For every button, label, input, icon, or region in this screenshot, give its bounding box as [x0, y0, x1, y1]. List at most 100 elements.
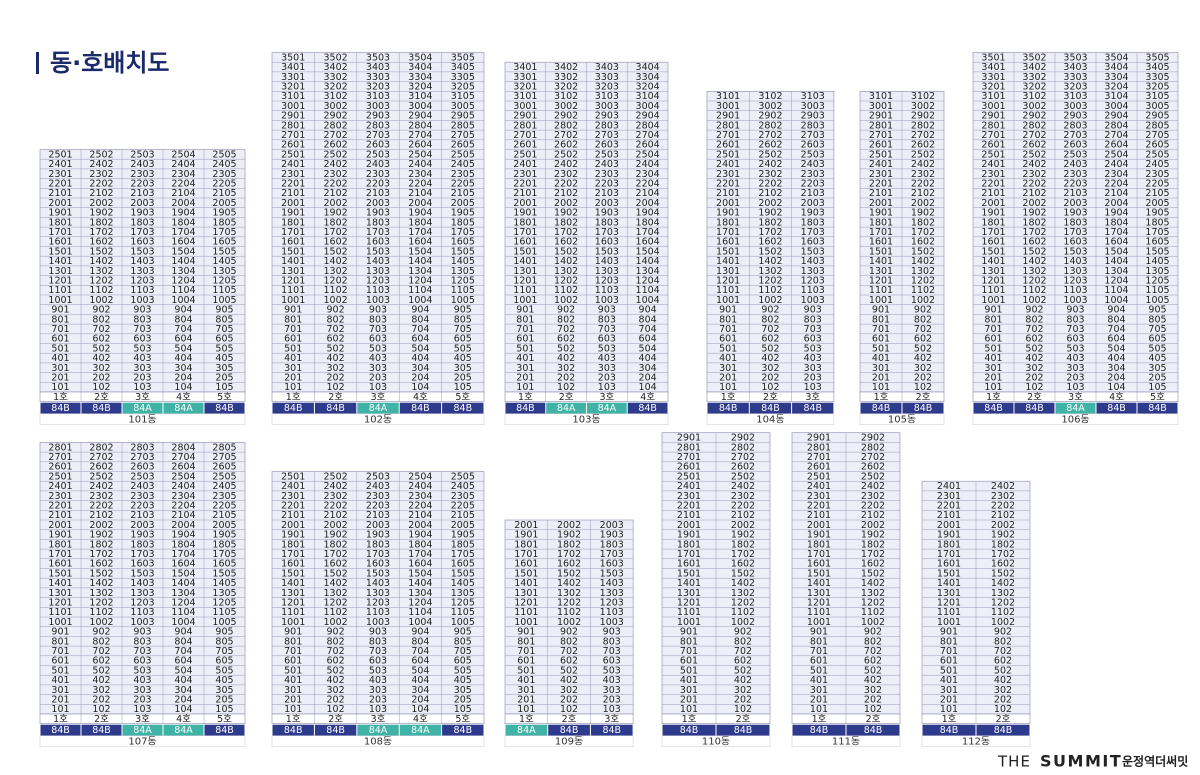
unit-number: 3102	[554, 91, 578, 102]
unit-number: 1805	[451, 217, 475, 228]
unit-number: 1303	[801, 266, 825, 277]
type-label: 84A	[557, 403, 576, 414]
unit-number: 2102	[991, 510, 1015, 521]
unit-number: 1704	[408, 549, 432, 560]
unit-number: 602	[864, 656, 882, 667]
unit-number: 3102	[324, 91, 348, 102]
unit-number: 2205	[1145, 178, 1169, 189]
unit-number: 2302	[89, 169, 113, 180]
unit-number: 2901	[281, 111, 305, 122]
unit-number: 902	[914, 305, 932, 316]
unit-number: 701	[940, 646, 958, 657]
unit-number: 203	[133, 694, 151, 705]
unit-number: 2102	[911, 188, 935, 199]
unit-number: 1905	[1145, 208, 1169, 219]
unit-number: 3202	[1022, 81, 1046, 92]
unit-number: 2401	[716, 159, 740, 170]
unit-number: 1701	[869, 227, 893, 238]
unit-number: 2905	[1145, 111, 1169, 122]
unit-number: 2602	[758, 140, 782, 151]
unit-number: 1305	[1145, 266, 1169, 277]
unit-number: 1503	[600, 568, 624, 579]
unit-label: 3호	[604, 714, 619, 725]
unit-number: 602	[914, 334, 932, 345]
unit-number: 1302	[731, 588, 755, 599]
unit-number: 3401	[281, 62, 305, 73]
unit-number: 2004	[171, 520, 195, 531]
unit-number: 2201	[869, 178, 893, 189]
unit-number: 604	[639, 334, 657, 345]
unit-number: 101	[680, 704, 698, 715]
unit-number: 1703	[600, 549, 624, 560]
unit-number: 604	[1107, 334, 1125, 345]
type-cell	[590, 724, 633, 736]
unit-number: 2301	[869, 169, 893, 180]
unit-number: 1905	[212, 208, 236, 219]
unit-number: 1401	[281, 256, 305, 267]
type-cell	[846, 724, 900, 736]
unit-number: 2101	[48, 510, 72, 521]
unit-number: 2002	[554, 198, 578, 209]
unit-number: 1501	[677, 568, 701, 579]
unit-number: 1802	[557, 539, 581, 550]
unit-number: 1504	[171, 568, 195, 579]
unit-number: 601	[516, 334, 534, 345]
unit-number: 2501	[281, 149, 305, 160]
unit-number: 601	[872, 334, 890, 345]
unit-number: 1401	[281, 578, 305, 589]
unit-number: 705	[454, 646, 472, 657]
unit-number: 2401	[281, 159, 305, 170]
unit-number: 605	[215, 656, 233, 667]
unit-number: 604	[174, 334, 192, 345]
unit-number: 1605	[451, 237, 475, 248]
unit-label: 3호	[805, 392, 820, 403]
unit-number: 2805	[212, 442, 236, 453]
unit-number: 1602	[1022, 237, 1046, 248]
unit-number: 2601	[513, 140, 537, 151]
unit-number: 904	[639, 305, 657, 316]
unit-number: 2601	[869, 140, 893, 151]
type-cell	[204, 724, 245, 736]
unit-number: 2101	[281, 510, 305, 521]
unit-number: 703	[369, 324, 387, 335]
unit-number: 304	[411, 685, 429, 696]
unit-number: 2002	[324, 198, 348, 209]
unit-number: 502	[557, 343, 575, 354]
unit-number: 501	[51, 665, 69, 676]
unit-number: 1903	[366, 208, 390, 219]
unit-number: 3003	[1063, 101, 1087, 112]
unit-number: 1803	[595, 217, 619, 228]
unit-number: 604	[411, 656, 429, 667]
unit-number: 904	[411, 305, 429, 316]
unit-row	[972, 391, 1179, 402]
unit-number: 2702	[1022, 130, 1046, 141]
unit-number: 2402	[731, 481, 755, 492]
unit-number: 2301	[716, 169, 740, 180]
type-label: 84A	[174, 403, 193, 414]
unit-number: 2004	[636, 198, 660, 209]
unit-number: 2303	[1063, 169, 1087, 180]
unit-number: 1001	[937, 617, 961, 628]
unit-number: 1405	[212, 578, 236, 589]
unit-number: 2202	[758, 178, 782, 189]
unit-number: 2102	[1022, 188, 1046, 199]
unit-number: 2405	[212, 481, 236, 492]
type-cell	[442, 402, 484, 414]
unit-label: 1호	[721, 392, 736, 403]
unit-number: 3005	[1145, 101, 1169, 112]
unit-number: 3101	[716, 91, 740, 102]
unit-number: 703	[133, 324, 151, 335]
unit-number: 2903	[801, 111, 825, 122]
unit-number: 1501	[513, 246, 537, 257]
unit-number: 2704	[1104, 130, 1128, 141]
unit-number: 2505	[1145, 149, 1169, 160]
unit-number: 3103	[1063, 91, 1087, 102]
building-name: 103동	[572, 414, 600, 426]
unit-label: 1호	[519, 714, 534, 725]
unit-number: 2201	[48, 178, 72, 189]
unit-number: 1804	[408, 217, 432, 228]
unit-number: 801	[984, 314, 1002, 325]
type-label: 84B	[984, 403, 1003, 414]
unit-number: 3104	[636, 91, 660, 102]
unit-number: 1901	[937, 530, 961, 541]
